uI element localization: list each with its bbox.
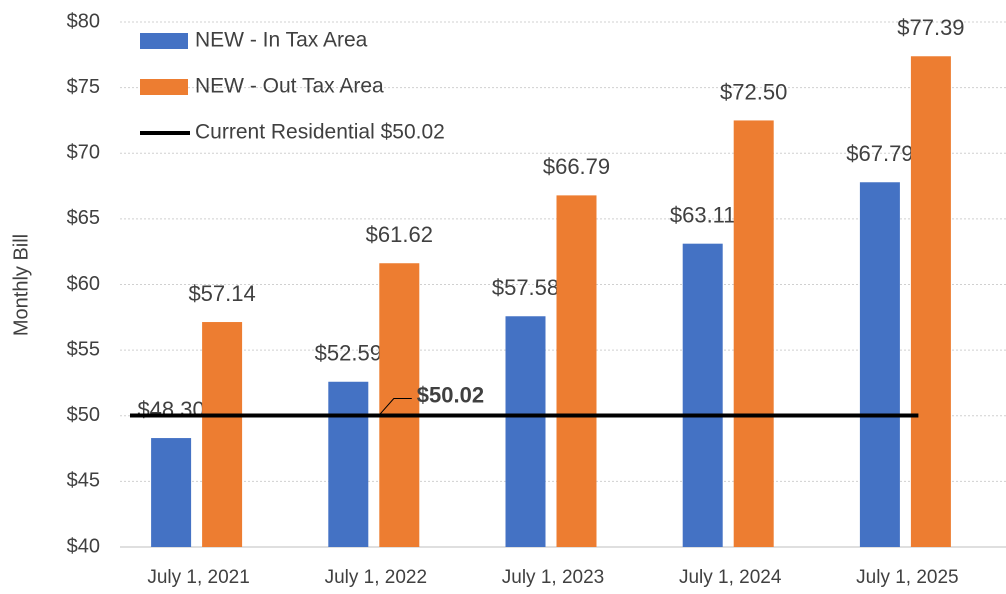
legend-label: NEW - In Tax Area <box>195 29 368 52</box>
data-label: $67.79 <box>846 141 913 166</box>
y-tick-label: $65 <box>67 207 100 229</box>
y-tick-label: $70 <box>67 142 100 164</box>
data-label: $52.59 <box>315 341 382 366</box>
x-tick-label: July 1, 2022 <box>325 567 427 588</box>
data-label: $57.58 <box>492 275 559 300</box>
bar <box>682 243 723 547</box>
data-label: $66.79 <box>543 154 610 179</box>
bar <box>505 316 546 547</box>
y-axis-label: Monthly Bill <box>10 234 32 336</box>
data-label: $57.14 <box>188 281 255 306</box>
bar <box>859 182 900 547</box>
y-tick-label: $75 <box>67 76 100 98</box>
x-tick-label: July 1, 2025 <box>856 567 958 588</box>
bar <box>151 438 192 547</box>
y-tick-label: $60 <box>67 273 100 295</box>
x-tick-label: July 1, 2023 <box>502 567 604 588</box>
x-tick-label: July 1, 2021 <box>147 567 249 588</box>
legend-label: NEW - Out Tax Area <box>195 75 384 98</box>
data-label: $48.30 <box>137 397 204 422</box>
y-tick-label: $50 <box>67 404 100 426</box>
data-label: $63.11 <box>670 202 736 227</box>
callout-line <box>378 397 412 416</box>
bar <box>379 263 420 547</box>
bar <box>733 120 774 547</box>
data-label: $77.39 <box>897 15 964 40</box>
bar <box>556 195 597 547</box>
data-label: $61.62 <box>366 222 433 247</box>
bar <box>910 56 951 547</box>
bar <box>328 381 369 547</box>
y-tick-label: $80 <box>67 10 100 32</box>
data-label: $72.50 <box>720 79 787 104</box>
x-tick-label: July 1, 2024 <box>679 567 782 588</box>
y-tick-label: $45 <box>67 470 100 492</box>
data-label: $50.02 <box>417 382 484 407</box>
legend-swatch <box>140 33 188 49</box>
y-tick-label: $40 <box>67 535 100 557</box>
bar <box>202 322 243 547</box>
legend-label: Current Residential $50.02 <box>195 121 445 144</box>
y-tick-label: $55 <box>67 338 100 360</box>
legend-swatch <box>140 79 188 95</box>
